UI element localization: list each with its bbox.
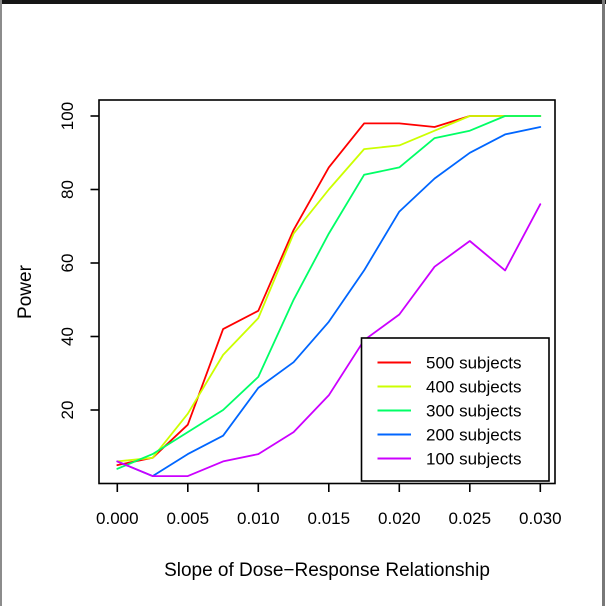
y-tick-label: 40 [58,327,77,346]
x-tick-label: 0.015 [308,509,351,528]
series-line-200 [116,126,542,478]
y-tick-label: 80 [58,180,77,199]
y-tick-label: 60 [58,254,77,273]
series-line-400 [116,115,542,463]
y-axis-title: Power [15,264,36,319]
plot-border [98,99,556,485]
x-tick-label: 0.000 [96,509,139,528]
y-tick-label: 20 [58,401,77,420]
y-tick-label: 100 [58,102,77,130]
x-tick-label: 0.030 [519,509,562,528]
window-top-border [0,0,606,4]
x-tick-label: 0.020 [378,509,421,528]
plot-frame [98,99,556,485]
series-lines [116,115,542,478]
x-tick-label: 0.025 [449,509,492,528]
window-left-border [0,0,2,606]
x-tick-label: 0.005 [167,509,210,528]
y-axis: 20 40 60 80 100 [58,102,99,420]
legend-entry-label: 400 subjects [426,378,521,397]
x-tick-label: 0.010 [237,509,280,528]
legend-entry-label: 200 subjects [426,426,521,445]
x-axis: 0.000 0.005 0.010 0.015 0.020 0.025 0.030 [96,483,562,528]
series-line-300 [116,115,542,470]
series-line-100 [116,203,542,478]
legend: 500 subjects 400 subjects 300 subjects 200 … [360,337,550,482]
x-axis-title: Slope of Dose−Response Relationship [164,560,490,581]
legend-entry-label: 500 subjects [426,354,521,373]
legend-entry-label: 100 subjects [426,450,521,469]
legend-entry-label: 300 subjects [426,402,521,421]
window-right-border [602,0,605,606]
